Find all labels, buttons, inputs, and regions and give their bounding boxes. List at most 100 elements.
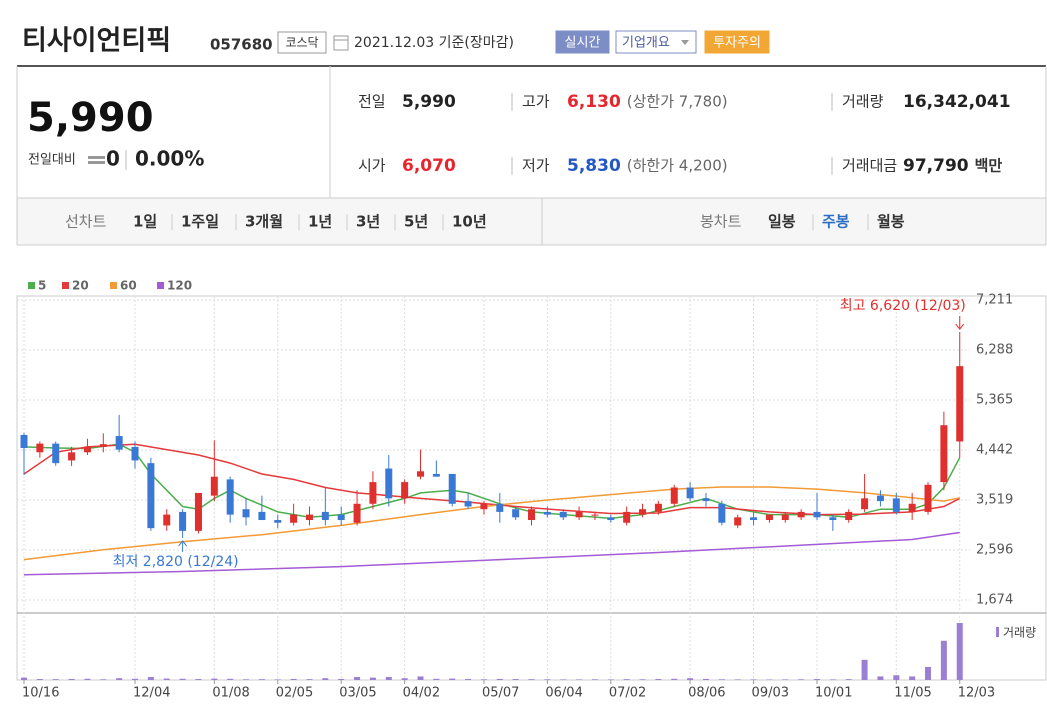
volume-bar — [132, 678, 139, 680]
tab-option[interactable]: 3년 — [356, 213, 380, 231]
volume-bar — [116, 678, 123, 680]
flat-icon — [88, 156, 105, 159]
candle-body — [179, 511, 187, 531]
volume-bar — [433, 678, 440, 680]
x-tick-label: 10/16 — [22, 686, 59, 701]
volume-bar — [36, 679, 43, 680]
header-button[interactable] — [555, 30, 610, 54]
change-rate: 0.00% — [135, 147, 204, 171]
candle-body — [559, 511, 567, 518]
tab-option[interactable]: 1일 — [133, 213, 157, 231]
y-tick-label: 7,211 — [976, 293, 1013, 308]
x-tick-label: 03/05 — [339, 686, 376, 701]
candle-body — [242, 509, 250, 518]
candle-body — [861, 498, 869, 510]
candle-body — [512, 509, 520, 518]
header-button-label[interactable]: 기업개요 — [622, 36, 670, 51]
volume-bar — [338, 678, 345, 680]
candle-body — [68, 452, 76, 461]
candle-body — [639, 509, 647, 515]
x-tick-label: 05/07 — [482, 686, 519, 701]
volume-bar — [829, 679, 836, 680]
candle-body — [940, 425, 948, 483]
x-tick-label: 06/04 — [545, 686, 582, 701]
y-tick-label: 2,596 — [976, 543, 1013, 558]
volume-bar — [52, 679, 59, 680]
volume-bar — [798, 679, 805, 680]
legend-label: 5 — [38, 279, 46, 293]
quote-label: 거래대금 — [842, 157, 897, 175]
tab-option[interactable]: 1년 — [308, 213, 332, 231]
candle-body — [876, 495, 884, 502]
tab-option[interactable]: 일봉 — [768, 213, 796, 231]
candle-body — [670, 487, 678, 504]
header-button[interactable] — [704, 30, 770, 54]
candle-body — [385, 468, 393, 499]
volume-bar — [449, 678, 456, 680]
tab-group-label: 봉차트 — [700, 213, 742, 231]
candle-body — [813, 511, 821, 518]
header-button-label[interactable]: 투자주의 — [713, 36, 761, 51]
volume-bar — [528, 679, 535, 680]
volume-bar — [480, 679, 487, 680]
x-tick-label: 10/01 — [815, 686, 852, 701]
volume-bar — [718, 679, 725, 680]
candle-body — [781, 514, 789, 521]
volume-bar — [607, 679, 614, 680]
tab-option[interactable]: 5년 — [404, 213, 428, 231]
moving-average — [23, 531, 960, 576]
quote-value: 97,790 — [903, 156, 969, 176]
volume-bar — [68, 678, 75, 680]
volume-bar — [290, 678, 297, 680]
tab-group-label: 선차트 — [65, 213, 107, 231]
volume-bar — [179, 678, 186, 680]
volume-bar — [417, 676, 424, 680]
candle-body — [432, 473, 440, 477]
candle-body — [496, 503, 504, 512]
candle-body — [829, 517, 837, 521]
candle-body — [575, 511, 583, 518]
legend-swatch — [28, 282, 35, 289]
volume-bar — [401, 678, 408, 680]
candle-body — [131, 446, 139, 461]
header-button[interactable] — [615, 30, 697, 54]
tab-option[interactable]: 월봉 — [877, 213, 905, 231]
flat-icon — [88, 161, 105, 164]
candle-body — [353, 503, 361, 523]
candle-body — [734, 517, 742, 526]
volume-bar — [639, 679, 646, 680]
volume-bar — [877, 676, 884, 680]
tab-option[interactable]: 3개월 — [245, 213, 283, 231]
x-tick-label: 12/04 — [133, 686, 170, 701]
x-tick-label: 02/05 — [276, 686, 313, 701]
tab-option[interactable]: 1주일 — [181, 213, 219, 231]
candle-body — [765, 514, 773, 521]
candle-body — [845, 511, 853, 521]
candle-body — [337, 514, 345, 521]
stock-code: 057680 — [210, 36, 273, 54]
volume-bar — [814, 679, 820, 680]
volume-bar — [496, 678, 503, 680]
price: 5,990 — [27, 95, 154, 141]
volume-legend: 거래량 — [1003, 626, 1036, 640]
volume-bar — [940, 640, 947, 680]
quote-value: 5,830 — [567, 156, 621, 176]
volume-bar — [322, 678, 329, 680]
y-tick-label: 6,288 — [976, 343, 1013, 358]
candle-body — [321, 511, 329, 521]
candle-body — [194, 492, 202, 531]
volume-bar — [560, 679, 567, 680]
volume-bar — [163, 678, 170, 680]
volume-bar — [100, 679, 107, 680]
header-button-label[interactable]: 실시간 — [565, 36, 601, 51]
tab-option[interactable]: 주봉 — [822, 213, 850, 231]
dropdown-caret — [681, 40, 689, 45]
tab-option[interactable]: 10년 — [452, 213, 487, 231]
volume-bar — [750, 679, 757, 680]
candle-body — [401, 482, 409, 499]
quote-unit: 백만 — [975, 157, 1003, 175]
candle-body — [99, 444, 107, 447]
annotation: 최저 2,820 (12/24) — [113, 554, 239, 570]
quote-value: 5,990 — [402, 92, 456, 112]
